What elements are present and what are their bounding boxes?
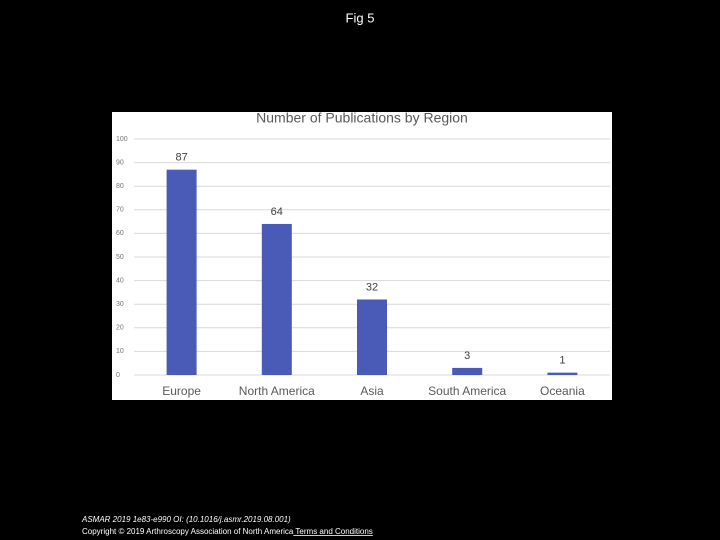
y-tick-label: 50 — [116, 254, 124, 261]
data-label: 64 — [271, 206, 283, 218]
copyright: Copyright © 2019 Arthroscopy Association… — [82, 527, 373, 536]
x-tick-label: Europe — [162, 384, 201, 398]
chart-title: Number of Publications by Region — [256, 110, 468, 126]
citation: ASMAR 2019 1e83-e990 OI: (10.1016/j.asmr… — [81, 515, 291, 524]
bar — [547, 372, 578, 375]
y-tick-label: 20 — [116, 325, 124, 332]
data-label: 1 — [559, 355, 565, 367]
bar — [166, 169, 197, 375]
x-tick-label: North America — [239, 384, 315, 398]
terms-link[interactable]: Terms and Conditions — [293, 527, 372, 536]
y-tick-label: 40 — [116, 277, 124, 284]
slide-title: Fig 5 — [346, 10, 375, 25]
y-tick-label: 100 — [116, 136, 128, 143]
copyright-text: Copyright © 2019 Arthroscopy Association… — [82, 527, 294, 536]
y-tick-label: 10 — [116, 348, 124, 355]
chart: 0 10 20 30 40 50 60 70 80 90 100 Europe 87 North Amer… — [116, 136, 610, 398]
x-tick-label: Oceania — [540, 384, 585, 398]
data-label: 3 — [464, 350, 470, 362]
y-tick-label: 80 — [116, 183, 124, 190]
data-label: 32 — [366, 281, 378, 293]
data-label: 87 — [175, 152, 187, 164]
y-tick-label: 30 — [116, 301, 124, 308]
y-tick-label: 70 — [116, 207, 124, 214]
y-tick-label: 60 — [116, 230, 124, 237]
y-tick-label: 0 — [116, 372, 120, 379]
bar — [452, 367, 483, 375]
bar — [357, 299, 387, 375]
x-tick-label: South America — [428, 384, 506, 398]
bar — [261, 223, 292, 375]
y-tick-label: 90 — [116, 159, 124, 166]
x-tick-label: Asia — [360, 384, 384, 398]
